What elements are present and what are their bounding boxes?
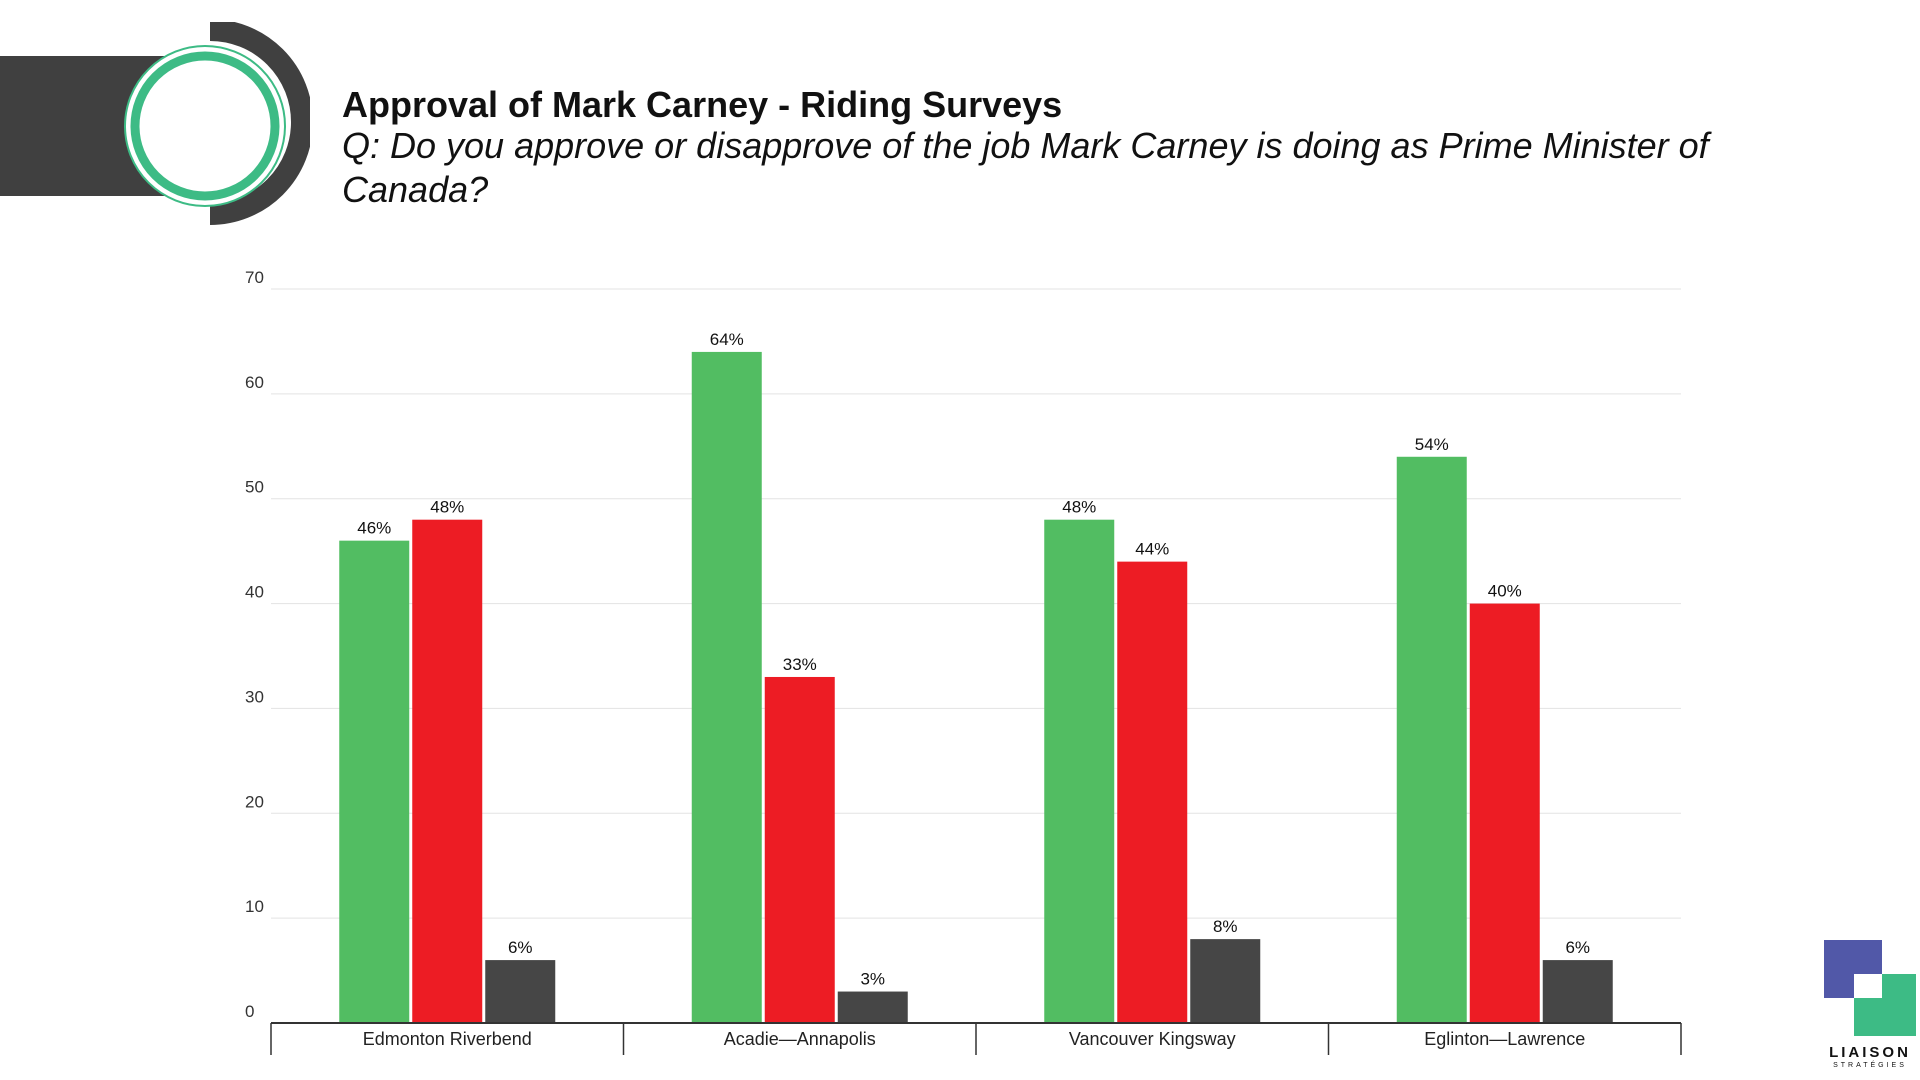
data-label: 48% xyxy=(430,498,464,517)
y-tick-label: 40 xyxy=(245,583,264,602)
bar xyxy=(1190,939,1261,1023)
bar xyxy=(691,351,762,1023)
x-category-label: Eglinton—Lawrence xyxy=(1424,1029,1585,1049)
brand-tagline: STRATÉGIES xyxy=(1833,1062,1907,1069)
data-label: 44% xyxy=(1135,540,1169,559)
data-label: 6% xyxy=(508,938,533,957)
bar xyxy=(837,991,908,1023)
data-label: 54% xyxy=(1415,435,1449,454)
data-label: 46% xyxy=(357,519,391,538)
chart-subtitle: Q: Do you approve or disapprove of the j… xyxy=(342,125,1709,210)
x-category-label: Vancouver Kingsway xyxy=(1069,1029,1236,1049)
x-category-label: Acadie—Annapolis xyxy=(724,1029,876,1049)
bar xyxy=(485,960,556,1023)
bar xyxy=(1044,519,1115,1023)
brand-name: LIAISON xyxy=(1829,1044,1911,1061)
data-label: 48% xyxy=(1062,498,1096,517)
bar xyxy=(1117,561,1188,1023)
data-label: 8% xyxy=(1213,917,1238,936)
data-label: 6% xyxy=(1565,938,1590,957)
bar xyxy=(1396,456,1467,1023)
data-label: 64% xyxy=(710,330,744,349)
chart-title: Approval of Mark Carney - Riding Surveys xyxy=(342,84,1063,125)
bar xyxy=(339,540,410,1023)
liaison-logo xyxy=(1824,940,1916,1036)
y-tick-label: 30 xyxy=(245,687,264,706)
y-tick-label: 0 xyxy=(245,1002,254,1021)
bar xyxy=(764,676,835,1023)
bar xyxy=(1542,960,1613,1023)
y-tick-label: 20 xyxy=(245,792,264,811)
data-label: 40% xyxy=(1488,582,1522,601)
bar xyxy=(412,519,483,1023)
y-tick-label: 50 xyxy=(245,478,264,497)
y-tick-label: 70 xyxy=(245,268,264,287)
y-tick-label: 10 xyxy=(245,897,264,916)
header-ring-emblem xyxy=(124,22,310,225)
data-label: 3% xyxy=(860,970,885,989)
y-tick-label: 60 xyxy=(245,373,264,392)
x-category-label: Edmonton Riverbend xyxy=(363,1029,532,1049)
data-label: 33% xyxy=(783,655,817,674)
bar xyxy=(1469,603,1540,1023)
